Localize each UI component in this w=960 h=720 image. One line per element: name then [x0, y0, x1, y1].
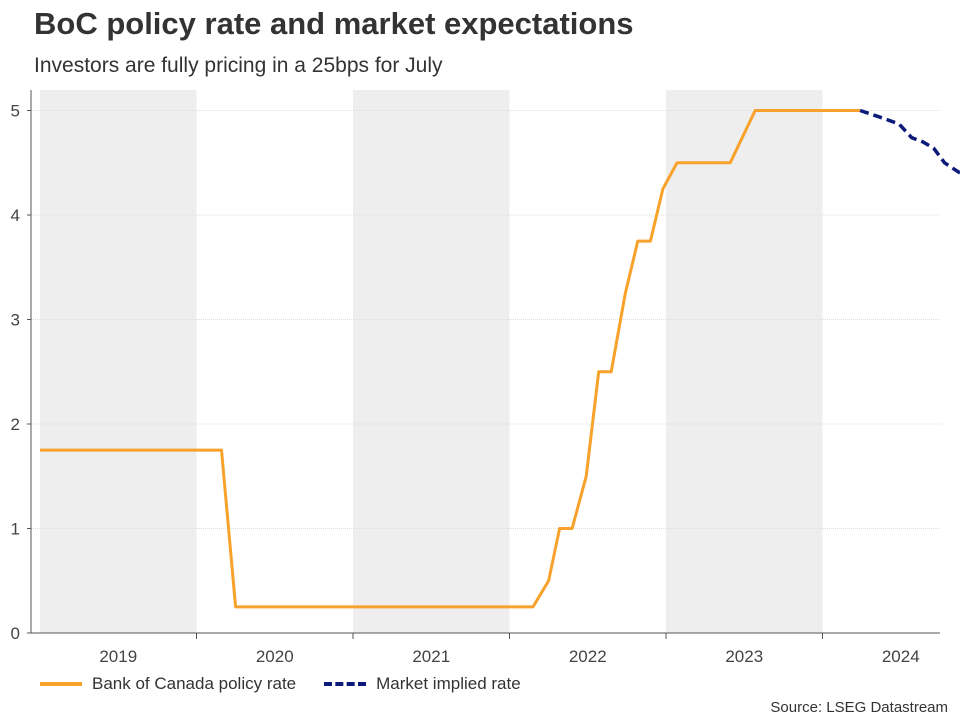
chart-subtitle: Investors are fully pricing in a 25bps f…	[34, 54, 443, 77]
shaded-year-band-2019	[40, 90, 197, 633]
y-tick-label-0: 0	[11, 624, 20, 643]
chart-legend: Bank of Canada policy rate Market implie…	[40, 672, 549, 696]
x-tick-label-2021: 2021	[412, 647, 450, 666]
y-tick-label-3: 3	[11, 311, 20, 330]
shaded-year-band-2021	[353, 90, 510, 633]
x-tick-label-2020: 2020	[256, 647, 294, 666]
y-tick-label-1: 1	[11, 520, 20, 539]
policy-rate-line	[40, 109, 861, 609]
chart-title: BoC policy rate and market expectations	[34, 6, 634, 41]
y-tick-label-4: 4	[11, 206, 20, 225]
y-tick-label-5: 5	[11, 102, 20, 121]
shaded-year-band-2023	[666, 90, 823, 633]
y-tick-label-2: 2	[11, 415, 20, 434]
x-tick-label-2024: 2024	[882, 647, 920, 666]
legend-swatch-policy-rate	[40, 682, 82, 686]
legend-swatch-market-rate	[324, 682, 367, 686]
legend-label-policy-rate: Bank of Canada policy rate	[92, 674, 297, 693]
x-tick-label-2019: 2019	[99, 647, 137, 666]
source-note: Source: LSEG Datastream	[770, 699, 948, 716]
market-implied-rate-line	[859, 108, 960, 176]
x-tick-label-2022: 2022	[569, 647, 607, 666]
legend-item-policy-rate[interactable]: Bank of Canada policy rate	[40, 674, 296, 694]
legend-label-market-rate: Market implied rate	[376, 674, 521, 693]
legend-item-market-rate[interactable]: Market implied rate	[324, 674, 521, 694]
x-tick-label-2023: 2023	[725, 647, 763, 666]
